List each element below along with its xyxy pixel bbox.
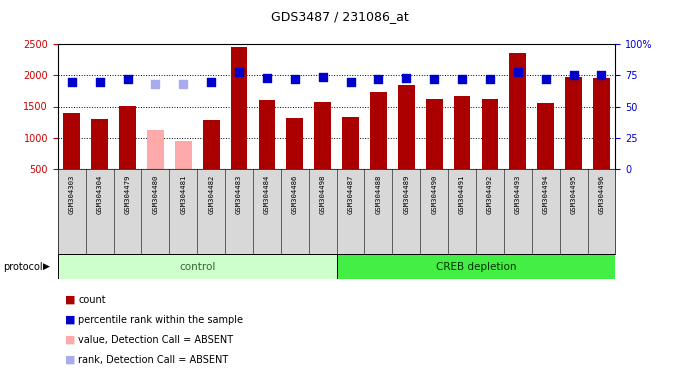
Text: GSM304494: GSM304494	[543, 175, 549, 214]
Text: GSM304493: GSM304493	[515, 175, 521, 214]
Text: GSM304304: GSM304304	[97, 175, 103, 214]
Point	[345, 78, 356, 84]
Text: GSM304488: GSM304488	[375, 175, 381, 214]
Text: GSM304490: GSM304490	[431, 175, 437, 214]
Point	[122, 76, 133, 82]
Bar	[509, 53, 526, 169]
Text: GSM304495: GSM304495	[571, 175, 577, 214]
Point	[513, 68, 524, 74]
Point	[596, 72, 607, 78]
Text: GSM304498: GSM304498	[320, 175, 326, 214]
Bar	[370, 91, 387, 169]
Bar	[342, 116, 359, 169]
Bar	[231, 47, 248, 169]
Text: GSM304496: GSM304496	[598, 175, 605, 214]
Point	[150, 81, 161, 87]
Text: value, Detection Call = ABSENT: value, Detection Call = ABSENT	[78, 335, 233, 345]
Bar	[203, 120, 220, 169]
Text: GSM304486: GSM304486	[292, 175, 298, 214]
Text: ■: ■	[65, 335, 75, 345]
Bar	[454, 96, 471, 169]
Point	[205, 78, 216, 84]
Text: count: count	[78, 295, 106, 305]
Point	[373, 76, 384, 82]
Text: GSM304491: GSM304491	[459, 175, 465, 214]
Point	[457, 76, 468, 82]
Text: percentile rank within the sample: percentile rank within the sample	[78, 315, 243, 325]
Bar	[481, 99, 498, 169]
Text: ■: ■	[65, 355, 75, 365]
Bar	[337, 254, 615, 279]
Text: GDS3487 / 231086_at: GDS3487 / 231086_at	[271, 10, 409, 23]
Bar	[426, 99, 443, 169]
Bar	[314, 101, 331, 169]
Point	[234, 68, 245, 74]
Point	[568, 72, 579, 78]
Bar	[258, 100, 275, 169]
Text: GSM304489: GSM304489	[403, 175, 409, 214]
Bar	[286, 118, 303, 169]
Text: GSM304483: GSM304483	[236, 175, 242, 214]
Text: GSM304482: GSM304482	[208, 175, 214, 214]
Text: protocol: protocol	[3, 262, 43, 271]
Point	[290, 76, 301, 82]
Text: ■: ■	[65, 295, 75, 305]
Text: GSM304303: GSM304303	[69, 175, 75, 214]
Point	[401, 74, 412, 81]
Point	[317, 73, 328, 79]
Bar	[175, 141, 192, 169]
Text: ▶: ▶	[43, 262, 50, 271]
Point	[541, 76, 551, 82]
Text: ■: ■	[65, 315, 75, 325]
Text: GSM304481: GSM304481	[180, 175, 186, 214]
Point	[67, 78, 78, 84]
Point	[262, 74, 273, 81]
Text: control: control	[179, 262, 216, 271]
Bar	[58, 254, 337, 279]
Text: GSM304480: GSM304480	[152, 175, 158, 214]
Point	[484, 76, 495, 82]
Bar	[593, 78, 610, 169]
Text: rank, Detection Call = ABSENT: rank, Detection Call = ABSENT	[78, 355, 228, 365]
Point	[178, 81, 189, 87]
Point	[429, 76, 440, 82]
Bar	[119, 106, 136, 169]
Text: GSM304484: GSM304484	[264, 175, 270, 214]
Bar	[63, 113, 80, 169]
Text: GSM304492: GSM304492	[487, 175, 493, 214]
Bar	[398, 85, 415, 169]
Bar	[537, 103, 554, 169]
Point	[94, 78, 105, 84]
Bar	[91, 119, 108, 169]
Text: GSM304487: GSM304487	[347, 175, 354, 214]
Bar	[565, 77, 582, 169]
Text: CREB depletion: CREB depletion	[436, 262, 516, 271]
Text: GSM304479: GSM304479	[124, 175, 131, 214]
Bar	[147, 130, 164, 169]
